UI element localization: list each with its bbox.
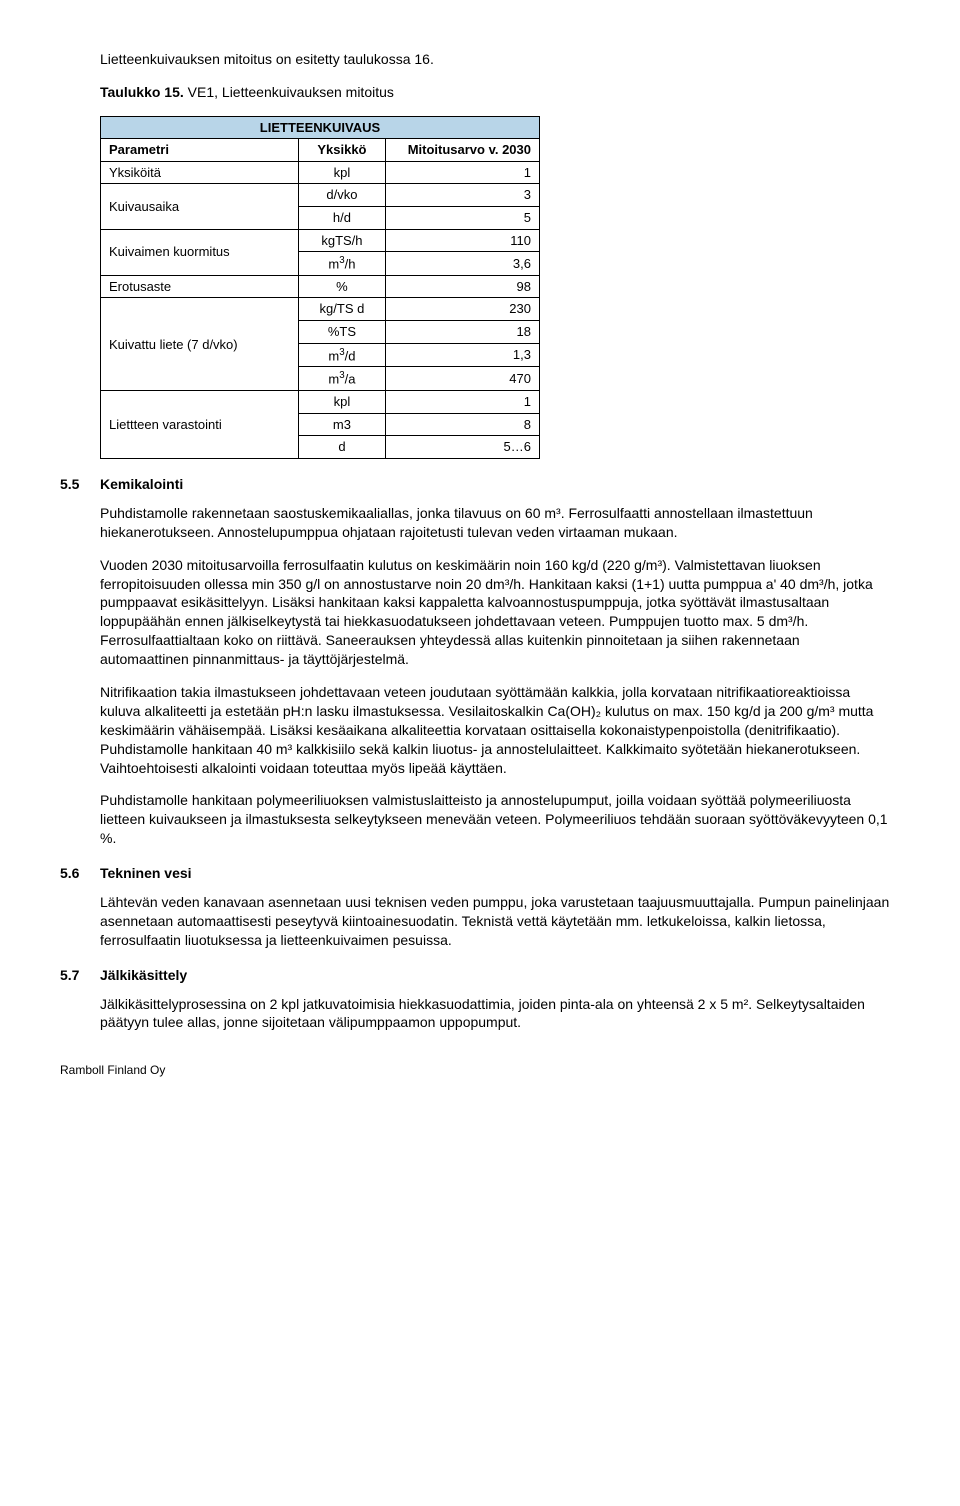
section-title: Jälkikäsittely xyxy=(100,966,187,985)
table-cell-value: 1 xyxy=(386,391,540,414)
table-col-unit: Yksikkö xyxy=(298,139,386,162)
table-header-band: LIETTEENKUIVAUS xyxy=(101,116,540,139)
table-caption-rest: VE1, Lietteenkuivauksen mitoitus xyxy=(184,84,394,100)
table-cell-param: Kuivaimen kuormitus xyxy=(101,229,299,275)
table-cell-value: 230 xyxy=(386,298,540,321)
table-cell-value: 98 xyxy=(386,275,540,298)
paragraph: Jälkikäsittelyprosessina on 2 kpl jatkuv… xyxy=(100,995,890,1033)
table-cell-param: Kuivausaika xyxy=(101,184,299,229)
paragraph: Lähtevän veden kanavaan asennetaan uusi … xyxy=(100,893,890,950)
table-cell-value: 3 xyxy=(386,184,540,207)
section-title: Kemikalointi xyxy=(100,475,183,494)
section-num: 5.7 xyxy=(60,966,100,985)
table-cell-value: 5…6 xyxy=(386,436,540,459)
table-lietteenkuivaus: LIETTEENKUIVAUS Parametri Yksikkö Mitoit… xyxy=(100,116,540,459)
section-num: 5.5 xyxy=(60,475,100,494)
table-cell-unit: d/vko xyxy=(298,184,386,207)
table-cell-unit: m3 xyxy=(298,413,386,436)
table-cell-value: 1 xyxy=(386,161,540,184)
table-cell-value: 1,3 xyxy=(386,343,540,367)
section-5-6: 5.6 Tekninen vesi xyxy=(60,864,890,883)
intro-paragraph: Lietteenkuivauksen mitoitus on esitetty … xyxy=(100,50,890,69)
table-cell-unit: kpl xyxy=(298,161,386,184)
table-cell-unit: d xyxy=(298,436,386,459)
table-col-val: Mitoitusarvo v. 2030 xyxy=(386,139,540,162)
paragraph: Puhdistamolle rakennetaan saostuskemikaa… xyxy=(100,504,890,542)
table-col-param: Parametri xyxy=(101,139,299,162)
table-caption: Taulukko 15. VE1, Lietteenkuivauksen mit… xyxy=(100,83,890,102)
footer-text: Ramboll Finland Oy xyxy=(60,1062,890,1078)
paragraph: Puhdistamolle hankitaan polymeeriliuokse… xyxy=(100,791,890,848)
table-cell-unit: % xyxy=(298,275,386,298)
table-cell-unit: m3/a xyxy=(298,367,386,391)
paragraph: Nitrifikaation takia ilmastukseen johdet… xyxy=(100,683,890,777)
table-cell-unit: kpl xyxy=(298,391,386,414)
table-cell-unit: m3/h xyxy=(298,252,386,276)
table-cell-unit: kgTS/h xyxy=(298,229,386,252)
table-cell-value: 110 xyxy=(386,229,540,252)
table-cell-value: 8 xyxy=(386,413,540,436)
table-cell-unit: kg/TS d xyxy=(298,298,386,321)
section-num: 5.6 xyxy=(60,864,100,883)
table-cell-value: 3,6 xyxy=(386,252,540,276)
table-cell-unit: m3/d xyxy=(298,343,386,367)
table-cell-param: Liettteen varastointi xyxy=(101,391,299,459)
table-cell-value: 470 xyxy=(386,367,540,391)
table-cell-unit: %TS xyxy=(298,321,386,344)
table-caption-prefix: Taulukko 15. xyxy=(100,84,184,100)
table-cell-param: Kuivattu liete (7 d/vko) xyxy=(101,298,299,391)
paragraph: Vuoden 2030 mitoitusarvoilla ferrosulfaa… xyxy=(100,556,890,669)
table-cell-value: 18 xyxy=(386,321,540,344)
table-cell-param: Yksiköitä xyxy=(101,161,299,184)
section-5-5: 5.5 Kemikalointi xyxy=(60,475,890,494)
table-cell-param: Erotusaste xyxy=(101,275,299,298)
section-title: Tekninen vesi xyxy=(100,864,192,883)
section-5-7: 5.7 Jälkikäsittely xyxy=(60,966,890,985)
table-cell-unit: h/d xyxy=(298,206,386,229)
table-cell-value: 5 xyxy=(386,206,540,229)
